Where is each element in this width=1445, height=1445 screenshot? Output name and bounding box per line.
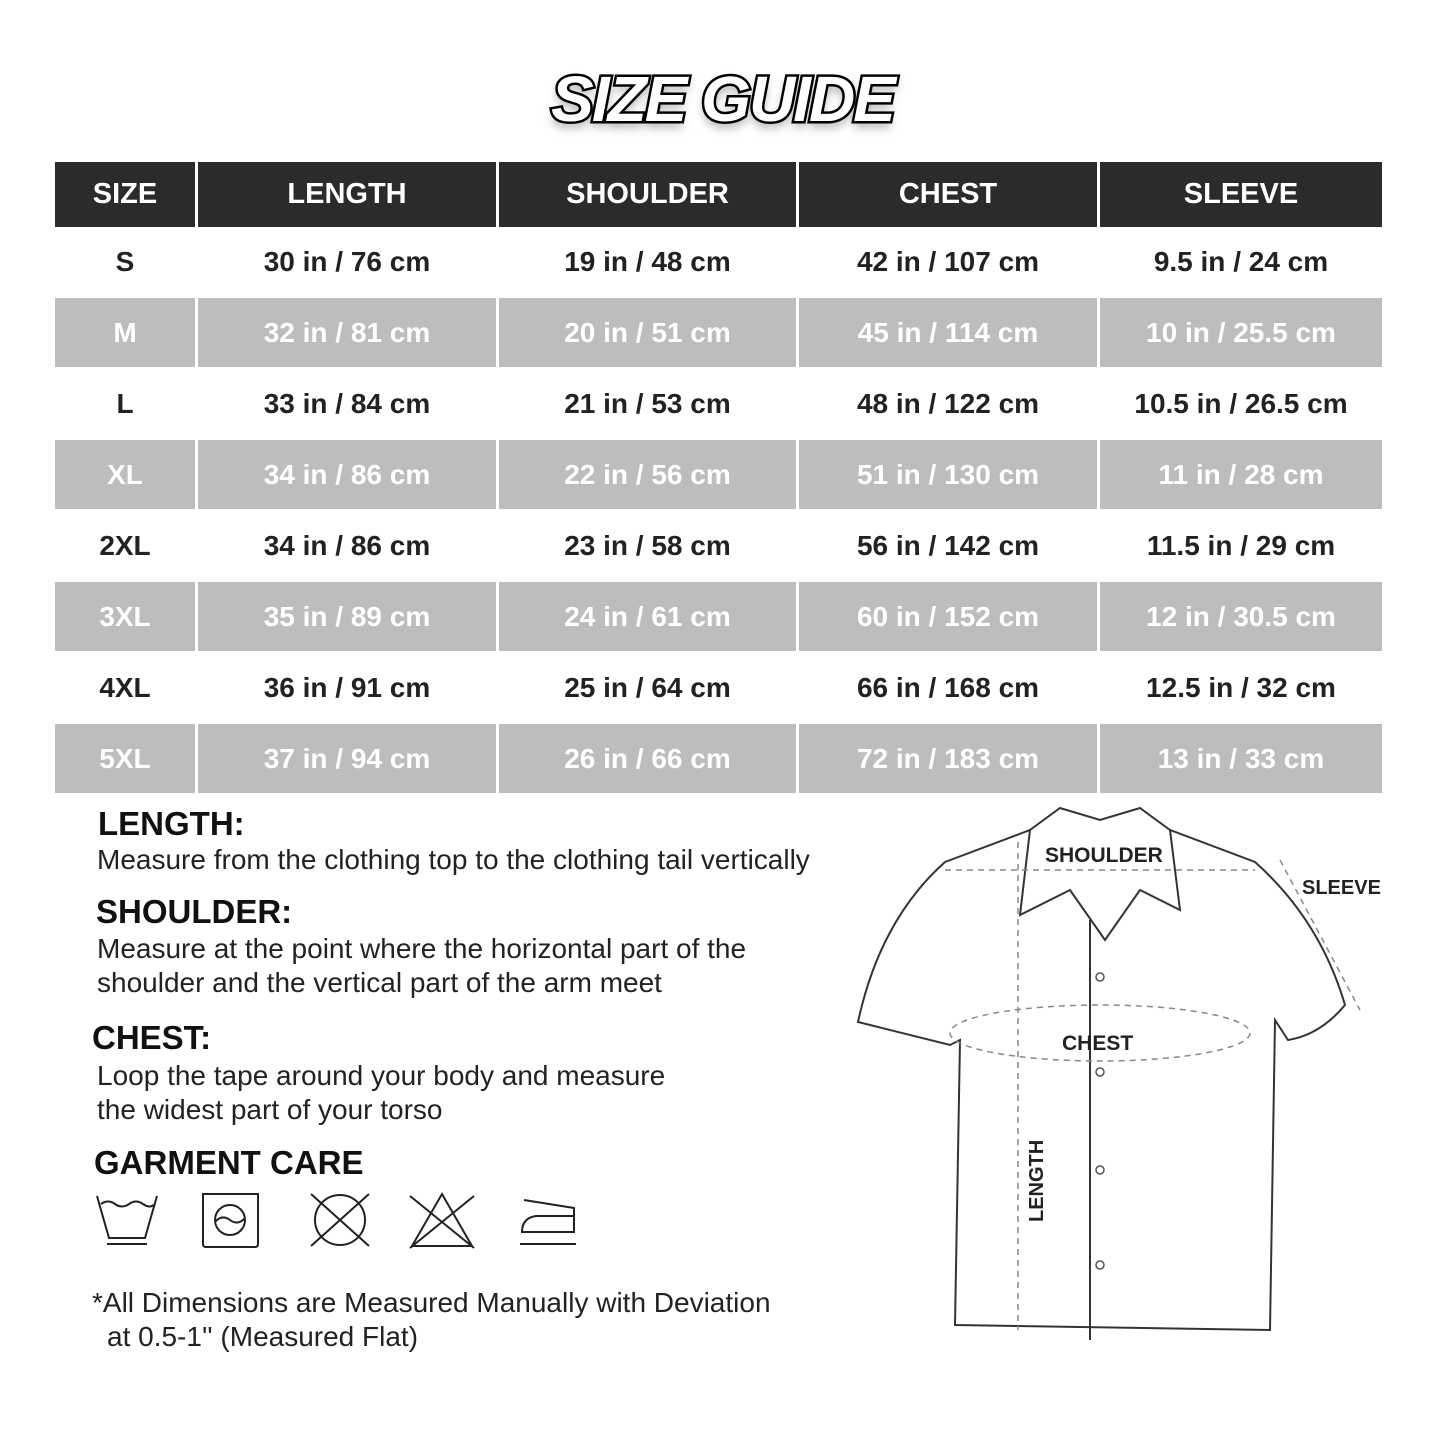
do-not-dry-clean-icon bbox=[310, 1193, 370, 1247]
length-text: Measure from the clothing top to the clo… bbox=[97, 844, 810, 875]
cell-shoulder: 25 in / 64 cm bbox=[564, 671, 731, 703]
measurement-note-1: *All Dimensions are Measured Manually wi… bbox=[92, 1287, 771, 1318]
cell-sleeve: 12.5 in / 32 cm bbox=[1146, 671, 1336, 703]
shoulder-text-2: shoulder and the vertical part of the ar… bbox=[97, 967, 662, 998]
cell-size: M bbox=[55, 296, 195, 369]
header-length: LENGTH bbox=[198, 162, 496, 227]
cell-chest: 72 in / 183 cm bbox=[799, 722, 1097, 795]
cell-chest: 60 in / 152 cm bbox=[799, 580, 1097, 653]
table-row: L 33 in / 84 cm 21 in / 53 cm 48 in / 122 c… bbox=[55, 369, 1382, 438]
chest-measure-line bbox=[949, 1004, 1251, 1062]
cell-shoulder: 21 in / 53 cm bbox=[564, 387, 731, 419]
cell-sleeve: 11 in / 28 cm bbox=[1100, 438, 1382, 511]
cell-length: 36 in / 91 cm bbox=[263, 671, 431, 703]
button bbox=[1095, 972, 1105, 982]
cell-chest: 45 in / 114 cm bbox=[799, 296, 1097, 369]
cell-length: 33 in / 84 cm bbox=[263, 387, 431, 419]
cell-length: 30 in / 76 cm bbox=[263, 245, 431, 277]
size-table: SIZE LENGTH SHOULDER CHEST SLEEVE S 30 in… bbox=[52, 162, 1385, 795]
chest-label: CHEST bbox=[1062, 1032, 1133, 1055]
cell-sleeve: 9.5 in / 24 cm bbox=[1153, 245, 1329, 277]
cell-length: 32 in / 81 cm bbox=[198, 296, 496, 369]
length-label: LENGTH bbox=[1026, 1140, 1048, 1222]
shirt-diagram: SHOULDER SLEEVE CHEST LENGTH bbox=[856, 806, 1381, 1340]
cell-size: 2XL bbox=[99, 529, 151, 561]
cell-size: 3XL bbox=[55, 580, 195, 653]
button bbox=[1095, 1067, 1105, 1077]
shoulder-label: SHOULDER bbox=[1045, 844, 1163, 867]
table-row: 4XL 36 in / 91 cm 25 in / 64 cm 66 in / 168… bbox=[55, 653, 1382, 722]
cell-sleeve: 11.5 in / 29 cm bbox=[1146, 529, 1336, 561]
header-size: SIZE bbox=[55, 162, 195, 227]
cell-length: 35 in / 89 cm bbox=[198, 580, 496, 653]
table-header-row: SIZE LENGTH SHOULDER CHEST SLEEVE bbox=[55, 162, 1382, 227]
cell-sleeve: 10 in / 25.5 cm bbox=[1100, 296, 1382, 369]
table-row: M 32 in / 81 cm 20 in / 51 cm 45 in / 114 c… bbox=[55, 296, 1382, 369]
cell-sleeve: 12 in / 30.5 cm bbox=[1100, 580, 1382, 653]
cell-chest: 51 in / 130 cm bbox=[799, 438, 1097, 511]
header-shoulder: SHOULDER bbox=[499, 162, 796, 227]
sleeve-label: SLEEVE bbox=[1302, 877, 1381, 899]
table-row: XL 34 in / 86 cm 22 in / 56 cm 51 in / 130 … bbox=[55, 438, 1382, 511]
measurement-note-2: at 0.5-1'' (Measured Flat) bbox=[107, 1321, 419, 1352]
cell-size: XL bbox=[55, 438, 195, 511]
hand-wash-icon bbox=[96, 1195, 158, 1245]
cell-size: L bbox=[116, 387, 134, 419]
shoulder-heading: SHOULDER: bbox=[96, 893, 293, 930]
table-row: 2XL 34 in / 86 cm 23 in / 58 cm 56 in / 142… bbox=[55, 511, 1382, 580]
do-not-bleach-icon bbox=[409, 1191, 475, 1249]
table-row: 5XL 37 in / 94 cm 26 in / 66 cm 72 in / 183… bbox=[55, 722, 1382, 795]
cell-size: S bbox=[115, 245, 135, 277]
cell-sleeve: 10.5 in / 26.5 cm bbox=[1134, 387, 1348, 419]
header-sleeve: SLEEVE bbox=[1100, 162, 1382, 227]
cell-chest: 48 in / 122 cm bbox=[856, 387, 1040, 419]
chest-text-2: the widest part of your torso bbox=[97, 1094, 443, 1125]
cell-size: 5XL bbox=[55, 722, 195, 795]
table-row: 3XL 35 in / 89 cm 24 in / 61 cm 60 in / 152… bbox=[55, 580, 1382, 653]
table-row: S 30 in / 76 cm 19 in / 48 cm 42 in / 107 c… bbox=[55, 227, 1382, 296]
page-title: SIZE GUIDE bbox=[549, 61, 899, 138]
cell-chest: 56 in / 142 cm bbox=[856, 529, 1040, 561]
cell-chest: 42 in / 107 cm bbox=[856, 245, 1040, 277]
shirt-collar bbox=[1018, 806, 1182, 942]
length-heading: LENGTH: bbox=[98, 805, 245, 842]
cell-shoulder: 23 in / 58 cm bbox=[564, 529, 731, 561]
cell-shoulder: 24 in / 61 cm bbox=[499, 580, 796, 653]
shoulder-text-1: Measure at the point where the horizonta… bbox=[97, 933, 747, 964]
cell-length: 34 in / 86 cm bbox=[263, 529, 431, 561]
cell-size: 4XL bbox=[99, 671, 151, 703]
chest-text-1: Loop the tape around your body and measu… bbox=[97, 1060, 666, 1091]
button bbox=[1095, 1165, 1105, 1175]
cell-length: 37 in / 94 cm bbox=[198, 722, 496, 795]
garment-care-heading: GARMENT CARE bbox=[94, 1144, 364, 1181]
header-chest: CHEST bbox=[799, 162, 1097, 227]
cell-shoulder: 26 in / 66 cm bbox=[499, 722, 796, 795]
cell-shoulder: 22 in / 56 cm bbox=[499, 438, 796, 511]
chest-heading: CHEST: bbox=[92, 1019, 212, 1056]
iron-icon bbox=[520, 1199, 576, 1245]
cell-length: 34 in / 86 cm bbox=[198, 438, 496, 511]
cell-shoulder: 19 in / 48 cm bbox=[564, 245, 731, 277]
cell-sleeve: 13 in / 33 cm bbox=[1100, 722, 1382, 795]
tumble-dry-icon bbox=[202, 1193, 259, 1248]
cell-shoulder: 20 in / 51 cm bbox=[499, 296, 796, 369]
cell-chest: 66 in / 168 cm bbox=[856, 671, 1040, 703]
button bbox=[1095, 1260, 1105, 1270]
